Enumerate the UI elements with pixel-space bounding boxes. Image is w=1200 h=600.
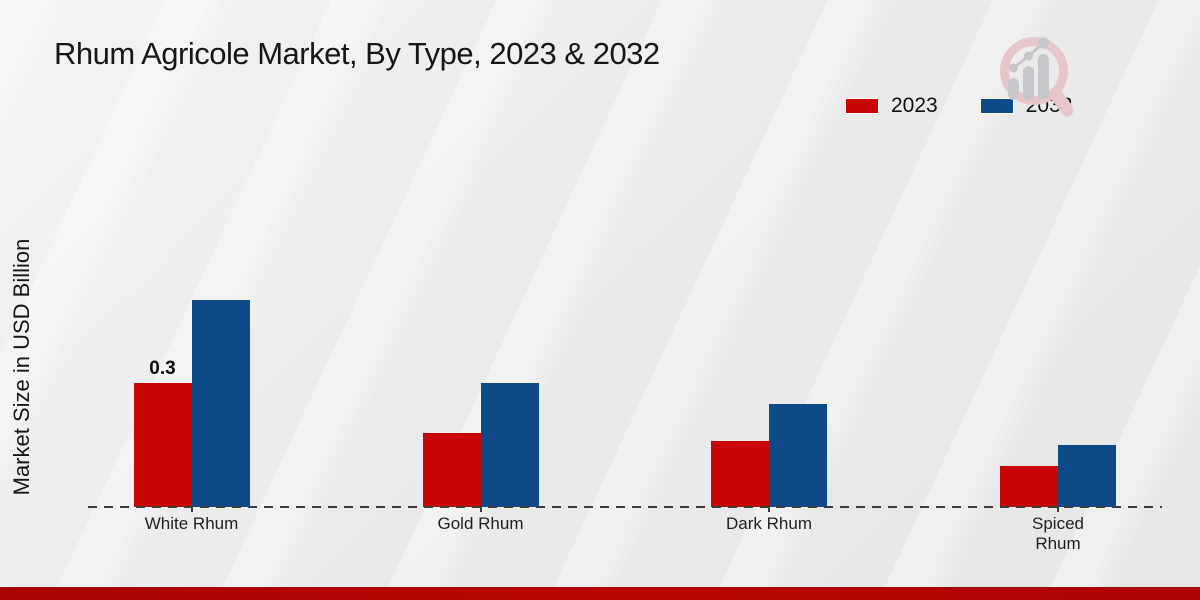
bar-2023-gold-rhum bbox=[422, 433, 481, 507]
x-axis-tick bbox=[190, 507, 193, 512]
bar-2032-spiced-rhum bbox=[1058, 445, 1116, 507]
chart-title: Rhum Agricole Market, By Type, 2023 & 20… bbox=[54, 36, 660, 71]
x-axis-tick bbox=[479, 507, 482, 512]
bar-value-label: 0.3 bbox=[149, 358, 176, 379]
x-axis-category-label: Dark Rhum bbox=[726, 514, 812, 533]
bar-2023-dark-rhum bbox=[711, 441, 769, 507]
magnifier-growth-chart-icon bbox=[1000, 37, 1074, 117]
bar-2032-dark-rhum bbox=[769, 404, 827, 507]
bar-2023-spiced-rhum bbox=[1000, 466, 1058, 507]
legend-item-2023: 2023 bbox=[845, 94, 938, 118]
x-axis-baseline bbox=[88, 506, 1162, 508]
x-axis-category-label: Spiced Rhum bbox=[1032, 514, 1084, 553]
x-axis-tick bbox=[768, 507, 770, 512]
x-axis-category-label: Gold Rhum bbox=[437, 514, 524, 533]
legend-swatch-icon bbox=[845, 98, 879, 114]
x-axis-tick bbox=[1057, 507, 1059, 512]
footer-accent-band bbox=[0, 587, 1200, 600]
bar-2023-white-rhum bbox=[133, 383, 192, 507]
legend-swatch-icon bbox=[979, 98, 1014, 114]
bar-2032-gold-rhum bbox=[480, 383, 539, 507]
x-axis-category-label: White Rhum bbox=[144, 514, 239, 533]
legend-label: 2023 bbox=[891, 94, 938, 117]
bar-2032-white-rhum bbox=[191, 300, 250, 507]
